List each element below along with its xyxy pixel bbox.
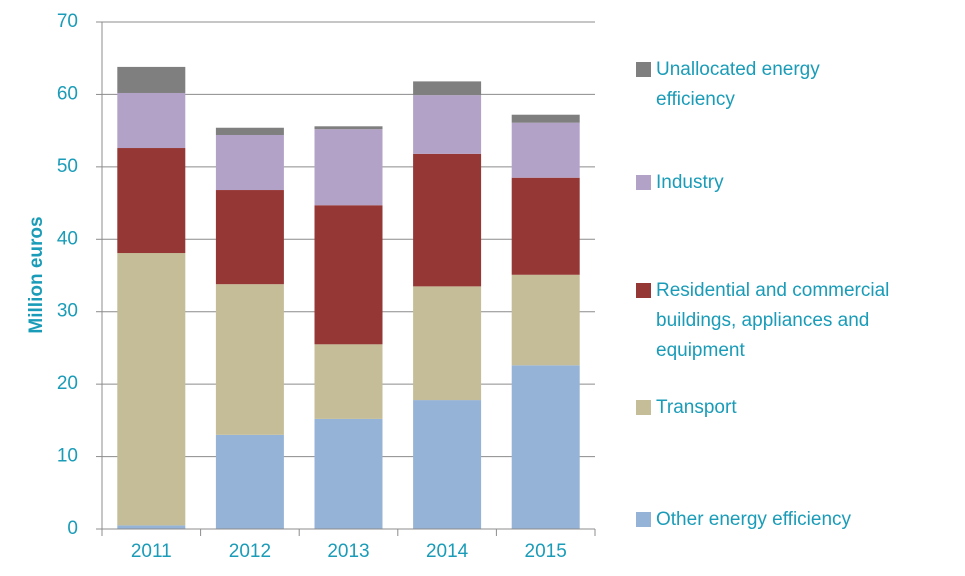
legend-label: Industry (656, 172, 724, 193)
legend-label: Unallocated energy efficiency (656, 59, 820, 110)
legend-item: Residential and commercial buildings, ap… (636, 276, 956, 366)
bar-segment (413, 81, 482, 96)
legend-label: Residential and commercial buildings, ap… (656, 280, 890, 361)
bar-segment (215, 127, 284, 135)
y-tick-label: 50 (57, 156, 78, 177)
y-tick-label: 30 (57, 301, 78, 322)
bar-segment (413, 400, 482, 529)
legend-item: Transport (636, 393, 956, 423)
bar-segment (314, 205, 383, 345)
legend-item: Other energy efficiency (636, 505, 956, 535)
bar-segment (117, 253, 186, 526)
bar-segment (215, 434, 284, 529)
bar-segment (314, 126, 383, 130)
bar-segment (314, 129, 383, 206)
y-tick-label: 0 (67, 518, 78, 539)
legend-label: Other energy efficiency (656, 509, 852, 530)
bar-segment (413, 286, 482, 401)
x-tick-label: 2011 (131, 541, 172, 562)
bar-segment (511, 274, 580, 366)
y-tick-label: 10 (57, 446, 78, 467)
bar-segment (413, 153, 482, 287)
legend-label: Transport (656, 397, 737, 418)
legend-swatch (636, 400, 651, 415)
legend-swatch (636, 62, 651, 77)
legend-swatch (636, 283, 651, 298)
bar-segment (314, 418, 383, 529)
x-tick-label: 2012 (229, 541, 271, 562)
x-tick-label: 2013 (327, 541, 369, 562)
x-tick-label: 2015 (525, 541, 567, 562)
bar-segment (117, 148, 186, 254)
x-tick-label: 2014 (426, 541, 469, 562)
bar-segment (511, 122, 580, 178)
legend-item: Unallocated energy efficiency (636, 55, 856, 115)
legend-swatch (636, 512, 651, 527)
bar-segment (511, 114, 580, 123)
bar-segment (117, 525, 186, 529)
bar-segment (215, 284, 284, 435)
bar-segment (511, 365, 580, 529)
y-tick-label: 40 (57, 228, 78, 249)
bar-segment (117, 66, 186, 93)
bar-segment (215, 134, 284, 191)
y-tick-label: 20 (57, 373, 78, 394)
bar-segment (511, 177, 580, 275)
y-axis-label: Million euros (26, 216, 47, 333)
y-tick-label: 60 (57, 83, 78, 104)
bar-segment (215, 190, 284, 285)
bar-segment (413, 95, 482, 154)
bar-segment (314, 344, 383, 419)
bar-segment (117, 92, 186, 149)
legend-item: Industry (636, 168, 956, 198)
y-tick-label: 70 (57, 11, 78, 32)
legend-swatch (636, 175, 651, 190)
